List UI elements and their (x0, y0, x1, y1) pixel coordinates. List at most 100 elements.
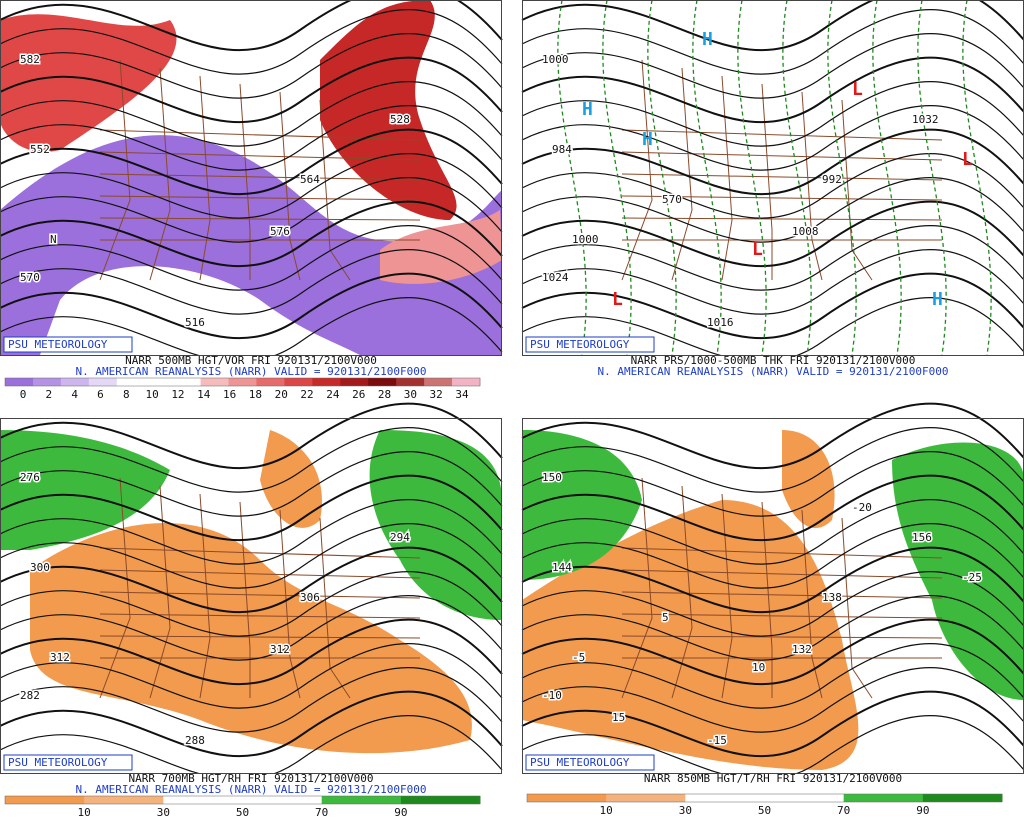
colorbar-label: 0 (20, 388, 27, 401)
contour-label: -25 (962, 571, 982, 584)
state-border (99, 67, 421, 281)
colorbar-label: 50 (758, 804, 771, 817)
colorbar-segment (256, 378, 285, 386)
contour-line (521, 33, 1024, 99)
contour-label: 1008 (792, 225, 819, 238)
thickness-line (692, 0, 722, 356)
contour-label: 312 (270, 643, 290, 656)
contour-line (521, 9, 1024, 75)
shaded-region (782, 430, 835, 529)
contour-line (0, 546, 503, 613)
contour-label: -20 (852, 501, 872, 514)
contour-line (521, 451, 1024, 517)
colorbar-frame (4, 377, 481, 387)
logo: PSU METEOROLOGY (8, 756, 108, 769)
colorbar-label: 30 (404, 388, 417, 401)
contour-line (0, 177, 503, 243)
contour-line (0, 595, 503, 661)
panel-frame (522, 0, 1024, 401)
contour-line (0, 523, 503, 589)
thickness-line (647, 0, 677, 356)
colorbar-segment (922, 794, 1003, 802)
colorbar-segment (843, 794, 924, 802)
contour-line (0, 153, 503, 219)
contour-label: 312 (50, 651, 70, 664)
contour-label: H (642, 129, 653, 150)
panel-subtitle: N. AMERICAN REANALYSIS (NARR) VALID = 92… (76, 783, 427, 796)
contour-label: L (852, 79, 863, 100)
contour-line (0, 427, 503, 493)
colorbar-label: 32 (430, 388, 443, 401)
colorbar-segment (242, 796, 323, 804)
contour-label: 144 (552, 561, 572, 574)
colorbar-label: 4 (71, 388, 78, 401)
contour-line (0, 451, 503, 517)
colorbar-label: 12 (171, 388, 184, 401)
colorbar-label: 8 (123, 388, 130, 401)
panel-title: NARR 500MB HGT/VOR FRI 920131/2100V000 (125, 354, 377, 367)
colorbar-label: 18 (249, 388, 262, 401)
colorbar-label: 10 (600, 804, 613, 817)
contour-line (0, 81, 503, 147)
panel-subtitle: N. AMERICAN REANALYSIS (NARR) VALID = 92… (76, 365, 427, 378)
state-border (621, 83, 943, 280)
contour-line (521, 546, 1024, 613)
colorbar-label: 90 (916, 804, 929, 817)
contour-label: 564 (300, 173, 320, 186)
thickness-line (557, 0, 587, 356)
colorbar-label: 16 (223, 388, 236, 401)
contour-line (521, 153, 1024, 219)
contour-label: 300 (30, 561, 50, 574)
contour-line (0, 249, 503, 315)
map-border (0, 418, 502, 774)
thickness-line (782, 0, 812, 356)
contour-line (521, 402, 1024, 469)
contour-label: L (752, 239, 763, 260)
contour-line (0, 128, 503, 195)
contour-label: 156 (912, 531, 932, 544)
thickness-line (602, 0, 632, 356)
contour-label: L (962, 149, 973, 170)
colorbar-label: 70 (837, 804, 850, 817)
contour-line (521, 715, 1024, 781)
colorbar-segment (424, 378, 453, 386)
thickness-line (962, 0, 992, 356)
contour-label: 132 (792, 643, 812, 656)
contour-line (0, 667, 503, 733)
map-border (0, 0, 502, 356)
colorbar-label: 20 (275, 388, 288, 401)
map-area (521, 402, 1024, 781)
colorbar-label: 28 (378, 388, 391, 401)
contour-line (0, 690, 503, 757)
logo: PSU METEOROLOGY (8, 338, 108, 351)
state-border (621, 67, 943, 281)
contour-line (0, 715, 503, 781)
colorbar-label: 10 (145, 388, 158, 401)
colorbar-segment (340, 378, 369, 386)
contour-line (521, 249, 1024, 315)
map-panel: 582 528 552 564 576 516 570 N PSU METEOROLOGY NAR… (0, 0, 503, 401)
contour-label: H (582, 99, 593, 120)
colorbar-segment (400, 796, 481, 804)
colorbar-segment (144, 378, 174, 386)
colorbar-frame (526, 793, 1003, 803)
contour-label: 150 (542, 471, 562, 484)
colorbar-segment (116, 378, 146, 386)
colorbar-label: 10 (78, 806, 91, 819)
colorbar-segment (163, 796, 243, 804)
contour-line (521, 200, 1024, 267)
contour-line (521, 297, 1024, 363)
logo-box (525, 336, 655, 353)
colorbar-label: 2 (46, 388, 53, 401)
shaded-region (369, 430, 502, 620)
colorbar-label: 26 (352, 388, 365, 401)
contour-line (521, 177, 1024, 243)
logo-box (3, 336, 133, 353)
shaded-region (260, 430, 322, 528)
state-border (99, 83, 421, 280)
contour-label: 992 (822, 173, 842, 186)
panel-title: NARR PRS/1000-500MB THK FRI 920131/2100V… (631, 354, 916, 367)
logo: PSU METEOROLOGY (530, 338, 630, 351)
contour-label: 138 (822, 591, 842, 604)
